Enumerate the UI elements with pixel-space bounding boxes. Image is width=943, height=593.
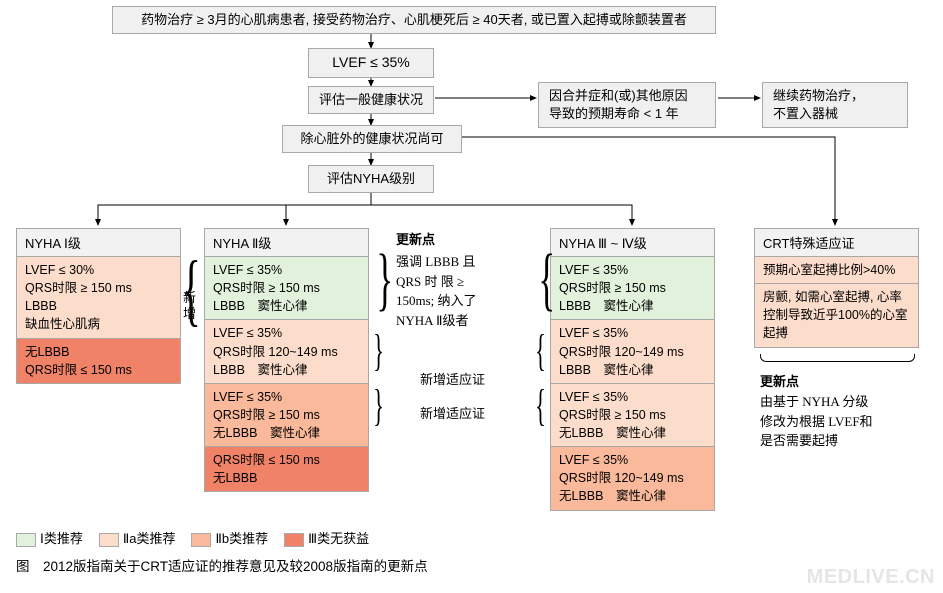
legend-label: Ⅱa类推荐 [123, 531, 176, 546]
brace-icon: } [373, 325, 384, 376]
recommendation-cell: QRS时限 ≤ 150 ms 无LBBB [205, 447, 368, 491]
node-assess-nyha: 评估NYHA级别 [308, 165, 434, 193]
legend-item-1: Ⅰ类推荐 [16, 528, 83, 547]
column-nyha-3-4: NYHA Ⅲ ~ Ⅳ级 LVEF ≤ 35% QRS时限 ≥ 150 ms LB… [550, 228, 715, 511]
brace-icon: { [182, 245, 201, 336]
col3-header: NYHA Ⅲ ~ Ⅳ级 [551, 229, 714, 257]
legend-item-3: Ⅱb类推荐 [191, 528, 268, 547]
legend-item-4: Ⅲ类无获益 [284, 528, 369, 547]
node-continue-meds: 继续药物治疗， 不置入器械 [762, 82, 908, 128]
legend-item-2: Ⅱa类推荐 [99, 528, 176, 547]
brace-icon: { [538, 240, 555, 320]
brace-icon: } [376, 240, 393, 320]
recommendation-cell: 无LBBB QRS时限 ≤ 150 ms [17, 339, 180, 383]
annot-update1-body: 强调 LBBB 且 QRS 时 限 ≥ 150ms; 纳入了 NYHA Ⅱ级者 [396, 252, 477, 330]
col2-header: NYHA Ⅱ级 [205, 229, 368, 257]
column-nyha-1: NYHA Ⅰ级 LVEF ≤ 30% QRS时限 ≥ 150 ms LBBB 缺… [16, 228, 181, 384]
recommendation-cell: LVEF ≤ 35% QRS时限 120~149 ms LBBB 窦性心律 [551, 320, 714, 383]
recommendation-cell: 房颤, 如需心室起搏, 心率控制导致近乎100%的心室起搏 [755, 284, 918, 346]
legend: Ⅰ类推荐 Ⅱa类推荐 Ⅱb类推荐 Ⅲ类无获益 [16, 528, 369, 547]
column-crt-special: CRT特殊适应证 预期心室起搏比例>40%房颤, 如需心室起搏, 心率控制导致近… [754, 228, 919, 348]
brace-icon: } [373, 380, 384, 431]
brace-under-crt [760, 354, 915, 362]
legend-label: Ⅱb类推荐 [215, 531, 268, 546]
recommendation-cell: LVEF ≤ 35% QRS时限 ≥ 150 ms 无LBBB 窦性心律 [551, 384, 714, 447]
brace-icon: { [535, 325, 546, 376]
legend-label: Ⅲ类无获益 [308, 531, 369, 546]
legend-label: Ⅰ类推荐 [40, 531, 83, 546]
recommendation-cell: LVEF ≤ 35% QRS时限 ≥ 150 ms LBBB 窦性心律 [551, 257, 714, 320]
node-assess-health: 评估一般健康状况 [308, 86, 434, 114]
recommendation-cell: LVEF ≤ 35% QRS时限 ≥ 150 ms LBBB 窦性心律 [205, 257, 368, 320]
node-comorbidity: 因合并症和(或)其他原因 导致的预期寿命 < 1 年 [538, 82, 716, 128]
annot-update1-title: 更新点 [396, 230, 435, 250]
annot-new-indication-1: 新增适应证 [420, 370, 485, 390]
figure-caption: 图 2012版指南关于CRT适应证的推荐意见及较2008版指南的更新点 [16, 555, 428, 575]
annot-new-indication-2: 新增适应证 [420, 404, 485, 424]
annot-update2-body: 由基于 NYHA 分级 修改为根据 LVEF和 是否需要起搏 [760, 392, 873, 451]
recommendation-cell: 预期心室起搏比例>40% [755, 257, 918, 284]
node-health-ok: 除心脏外的健康状况尚可 [282, 125, 462, 153]
brace-icon: { [535, 380, 546, 431]
col4-header: CRT特殊适应证 [755, 229, 918, 257]
node-lvef35: LVEF ≤ 35% [308, 48, 434, 78]
recommendation-cell: LVEF ≤ 35% QRS时限 120~149 ms 无LBBB 窦性心律 [551, 447, 714, 509]
recommendation-cell: LVEF ≤ 35% QRS时限 ≥ 150 ms 无LBBB 窦性心律 [205, 384, 368, 447]
watermark: MEDLIVE.CN [807, 566, 935, 589]
column-nyha-2: NYHA Ⅱ级 LVEF ≤ 35% QRS时限 ≥ 150 ms LBBB 窦… [204, 228, 369, 492]
col1-header: NYHA Ⅰ级 [17, 229, 180, 257]
node-entry-criteria: 药物治疗 ≥ 3月的心肌病患者, 接受药物治疗、心肌梗死后 ≥ 40天者, 或已… [112, 6, 716, 34]
annot-update2-title: 更新点 [760, 372, 799, 392]
recommendation-cell: LVEF ≤ 35% QRS时限 120~149 ms LBBB 窦性心律 [205, 320, 368, 383]
recommendation-cell: LVEF ≤ 30% QRS时限 ≥ 150 ms LBBB 缺血性心肌病 [17, 257, 180, 339]
